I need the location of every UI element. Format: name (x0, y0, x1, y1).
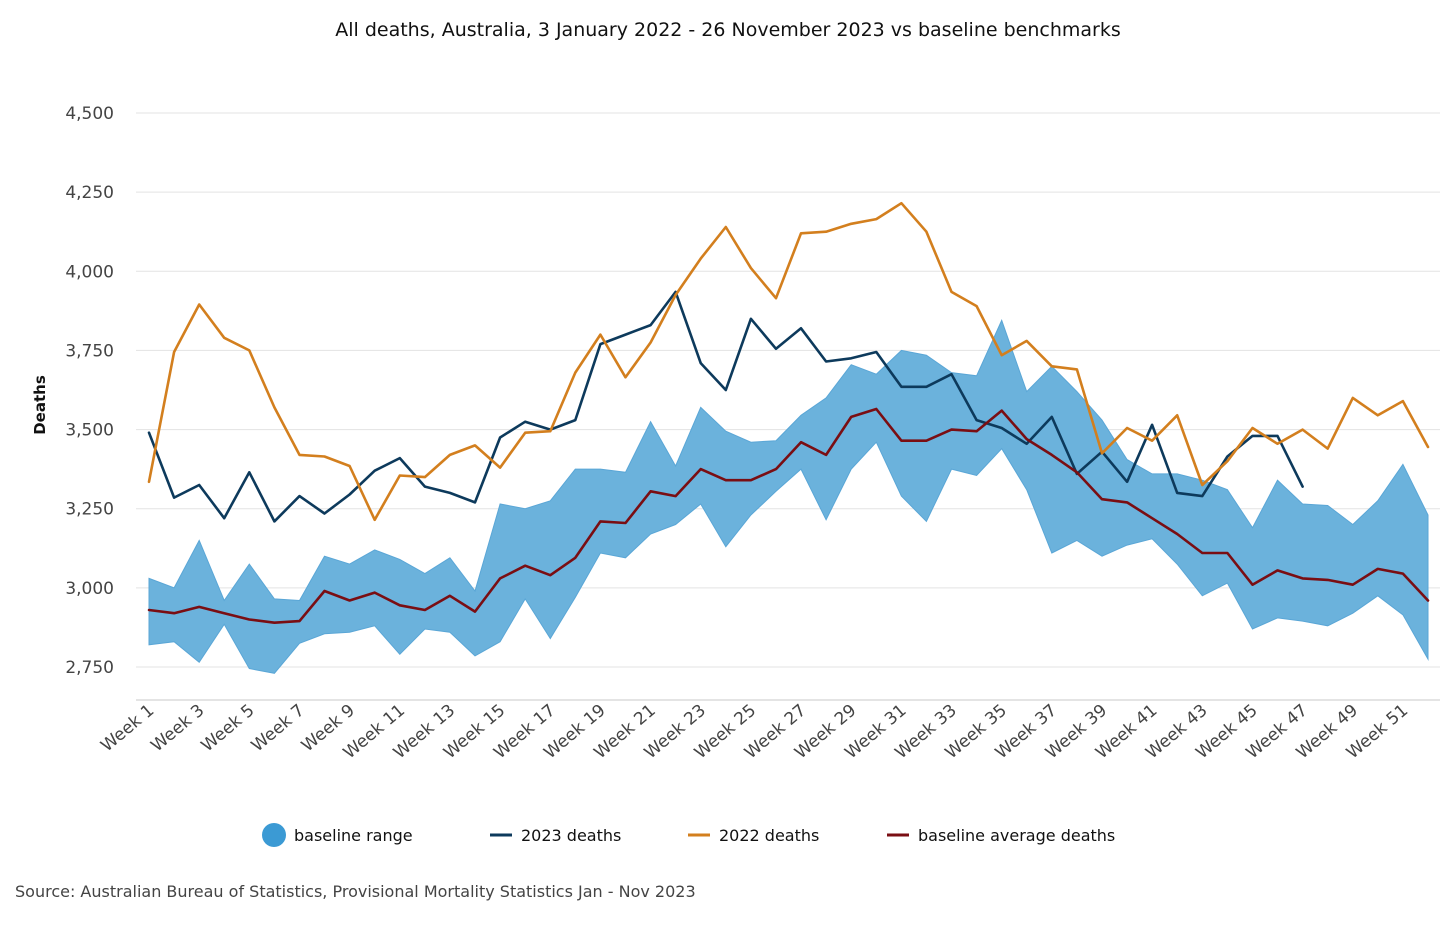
baseline-range-area (148, 319, 1429, 674)
y-tick-label: 4,500 (65, 104, 114, 124)
legend-swatch-baseline-range (262, 823, 286, 847)
y-tick-label: 3,000 (65, 579, 114, 599)
legend-label-2022-deaths: 2022 deaths (719, 826, 819, 845)
y-axis-ticks: 2,750 3,000 3,250 3,500 3,750 4,000 4,250 4,500 (65, 104, 114, 678)
chart-title: All deaths, Australia, 3 January 2022 - … (335, 19, 1121, 41)
series-lines (147, 201, 1430, 625)
y-tick-label: 2,750 (65, 658, 114, 678)
y-tick-label: 3,250 (65, 500, 114, 520)
y-tick-label: 4,250 (65, 183, 114, 203)
source-note: Source: Australian Bureau of Statistics,… (15, 882, 696, 901)
x-tick-label: Week 3 (147, 701, 208, 757)
baseline-range-band (148, 319, 1429, 674)
y-tick-label: 4,000 (65, 262, 114, 282)
legend: baseline range 2023 deaths 2022 deaths base… (262, 823, 1115, 847)
series-line-2022-deaths (147, 201, 1430, 522)
x-tick-label: Week 7 (248, 701, 309, 757)
y-tick-label: 3,500 (65, 421, 114, 441)
y-tick-label: 3,750 (65, 341, 114, 361)
legend-label-baseline-average-deaths: baseline average deaths (918, 826, 1115, 845)
legend-label-baseline-range: baseline range (294, 826, 413, 845)
y-axis-label: Deaths (31, 375, 49, 435)
x-tick-label: Week 5 (198, 701, 259, 757)
series-line-2023-deaths (147, 290, 1304, 523)
series-line-baseline-average-deaths (147, 407, 1430, 625)
legend-label-2023-deaths: 2023 deaths (521, 826, 621, 845)
x-tick-label: Week 1 (97, 701, 158, 757)
